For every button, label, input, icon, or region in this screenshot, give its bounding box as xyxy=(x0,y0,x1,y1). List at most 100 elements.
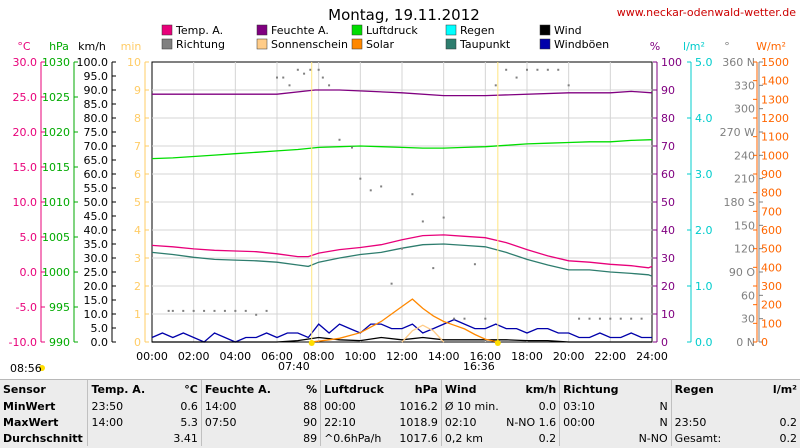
direction-point xyxy=(380,185,383,188)
direction-point xyxy=(255,313,258,316)
stats-cell: 0,2 km xyxy=(440,430,502,446)
legend-label: Solar xyxy=(366,38,395,51)
direction-point xyxy=(609,317,612,320)
axis-tick-label: 180 S xyxy=(724,196,755,209)
legend-label: Taupunkt xyxy=(459,38,511,51)
axis-tick-label: 30.0 xyxy=(84,252,109,265)
stats-row: Sensor Temp. A. °C Feuchte A.% Luftdruck hPa W… xyxy=(0,380,800,398)
legend-label: Temp. A. xyxy=(175,24,223,37)
axis-tick-label: 0.0 xyxy=(91,336,109,349)
legend-label: Regen xyxy=(460,24,495,37)
axis-tick-label: 0 xyxy=(134,336,141,349)
direction-point xyxy=(288,84,291,87)
stats-cell: 22:10 xyxy=(320,414,397,430)
unit-label: km/h xyxy=(78,40,106,53)
direction-point xyxy=(411,193,414,196)
stats-cell: 00:00 xyxy=(320,398,397,414)
series-line xyxy=(310,298,498,343)
stats-cell: 1018.9 xyxy=(399,415,438,429)
unit-label: min xyxy=(121,40,142,53)
stats-row: Durchschnitt 3.41 89 ^0.6hPa/h 1017.6 0,2 km 0… xyxy=(0,430,800,446)
legend-swatch xyxy=(445,24,457,36)
direction-point xyxy=(328,84,331,87)
stats-cell: hPa xyxy=(414,382,438,396)
axis-tick-label: 100.0 xyxy=(77,56,109,69)
sunrise-axis-label: 08:56 xyxy=(10,362,42,375)
stats-cell: N xyxy=(659,399,668,413)
direction-point xyxy=(484,317,487,320)
axis-tick-label: 75.0 xyxy=(84,126,109,139)
direction-point xyxy=(369,189,372,192)
axis-tick-label: 20 xyxy=(661,280,675,293)
axis-tick-label: 1000 xyxy=(761,149,789,162)
legend-label: Luftdruck xyxy=(366,24,418,37)
legend-swatch xyxy=(161,24,173,36)
direction-point xyxy=(351,146,353,149)
statistics-table: Sensor Temp. A. °C Feuchte A.% Luftdruck hPa W… xyxy=(0,380,800,446)
axis-tick-label: 1030 xyxy=(42,56,70,69)
direction-point xyxy=(442,216,445,219)
direction-point xyxy=(432,267,435,270)
legend-swatch xyxy=(256,24,268,36)
stats-cell xyxy=(670,398,741,414)
site-link[interactable]: www.neckar-odenwald-wetter.de xyxy=(617,6,797,19)
stats-cell xyxy=(87,430,152,446)
axis-tick-label: 85.0 xyxy=(84,98,109,111)
x-tick-label: 18:00 xyxy=(511,350,543,363)
axis-tick-label: 3 xyxy=(134,252,141,265)
legend-label: Wind xyxy=(554,24,582,37)
axis-tick-label: 25.0 xyxy=(13,91,38,104)
stats-cell xyxy=(622,380,672,398)
direction-point xyxy=(557,68,560,71)
x-tick-label: 06:00 xyxy=(261,350,293,363)
sun-dot xyxy=(494,340,501,346)
axis-tick-label: 30 xyxy=(661,252,675,265)
axis-tick-label: 1015 xyxy=(42,161,70,174)
stats-cell: 00:00 xyxy=(559,414,622,430)
axis-tick-label: 40.0 xyxy=(84,224,109,237)
axis-tick-label: 0 xyxy=(661,336,668,349)
axis-tick-label: 1100 xyxy=(761,131,789,144)
axis-tick-label: 6 xyxy=(134,168,141,181)
direction-point xyxy=(223,309,226,312)
stats-cell: N-NO xyxy=(638,431,668,445)
stats-cell: Temp. A. xyxy=(87,380,152,398)
sun-markers: 08:56 07:40 16:36 xyxy=(10,62,501,375)
axis-tick-label: 1 xyxy=(134,308,141,321)
axis-tick-label: 1200 xyxy=(761,112,789,125)
stats-cell: 0.2 xyxy=(538,431,557,445)
axis-tick-label: 30.0 xyxy=(13,56,38,69)
axis-tick-label: 1010 xyxy=(42,196,70,209)
legend-label: Feuchte A. xyxy=(271,24,329,37)
stats-cell: 3.41 xyxy=(173,431,198,445)
direction-point xyxy=(317,68,320,71)
axis-tick-label: 150 xyxy=(734,219,755,232)
stats-cell: 0.2 xyxy=(779,431,798,445)
stats-cell: 0.2 xyxy=(779,415,798,429)
axis-tick-label: 5 xyxy=(134,196,141,209)
axis-tick-label: 20.0 xyxy=(84,280,109,293)
axis-tick-label: 210 xyxy=(734,173,755,186)
axis-tick-label: 20.0 xyxy=(13,126,38,139)
stats-row: MinWert 23:50 0.6 14:00 88 00:00 1016.2 Ø 10 mi… xyxy=(0,398,800,414)
direction-point xyxy=(171,309,174,312)
axis-tick-label: 60.0 xyxy=(84,168,109,181)
axis-tick-label: 900 xyxy=(761,168,782,181)
stats-cell: Gesamt: xyxy=(670,430,741,446)
axis-tick-label: 45.0 xyxy=(84,210,109,223)
direction-point xyxy=(505,68,508,71)
axis-tick-label: 5.0 xyxy=(20,231,38,244)
axis-tick-label: 1300 xyxy=(761,93,789,106)
axis-tick-label: 55.0 xyxy=(84,182,109,195)
direction-point xyxy=(182,309,185,312)
legend-swatch xyxy=(351,24,363,36)
series-line xyxy=(151,139,653,160)
direction-point xyxy=(192,309,195,312)
sunset-time: 16:36 xyxy=(463,360,495,373)
axis-tick-label: 400 xyxy=(761,261,782,274)
stats-cell: Richtung xyxy=(559,380,622,398)
stats-cell: % xyxy=(306,382,318,396)
axis-tick-label: 1500 xyxy=(761,56,789,69)
axis-tick-label: 30 xyxy=(741,313,755,326)
x-tick-label: 14:00 xyxy=(428,350,460,363)
